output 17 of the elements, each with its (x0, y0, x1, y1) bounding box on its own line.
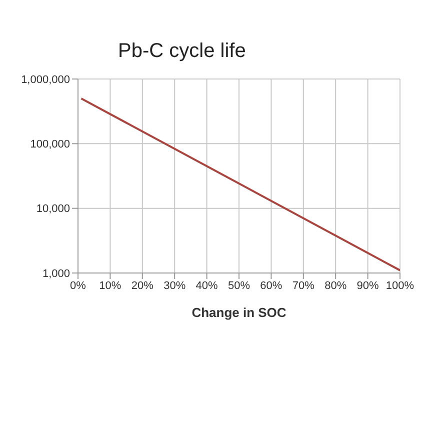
x-tick-label: 70% (292, 280, 315, 292)
x-tick-label: 90% (356, 280, 380, 292)
x-tick-label: 10% (99, 280, 122, 292)
x-tick-label: 60% (260, 280, 282, 292)
y-tick-label: 1,000,000 (21, 74, 70, 86)
chart-title: Pb-C cycle life (117, 40, 247, 63)
x-tick-label: 50% (228, 280, 250, 292)
x-tick-label: 20% (131, 280, 154, 292)
x-tick-label: 80% (324, 280, 347, 292)
y-tick-label: 10,000 (36, 203, 70, 216)
y-tick-label: 1,000 (42, 268, 70, 280)
x-axis-title: Change in SOC (192, 305, 287, 320)
x-tick-label: 0% (70, 280, 86, 292)
y-tick-label: 100,000 (30, 138, 70, 151)
x-tick-label: 100% (386, 280, 414, 292)
x-tick-label: 30% (164, 280, 186, 292)
x-tick-label: 40% (196, 280, 218, 292)
